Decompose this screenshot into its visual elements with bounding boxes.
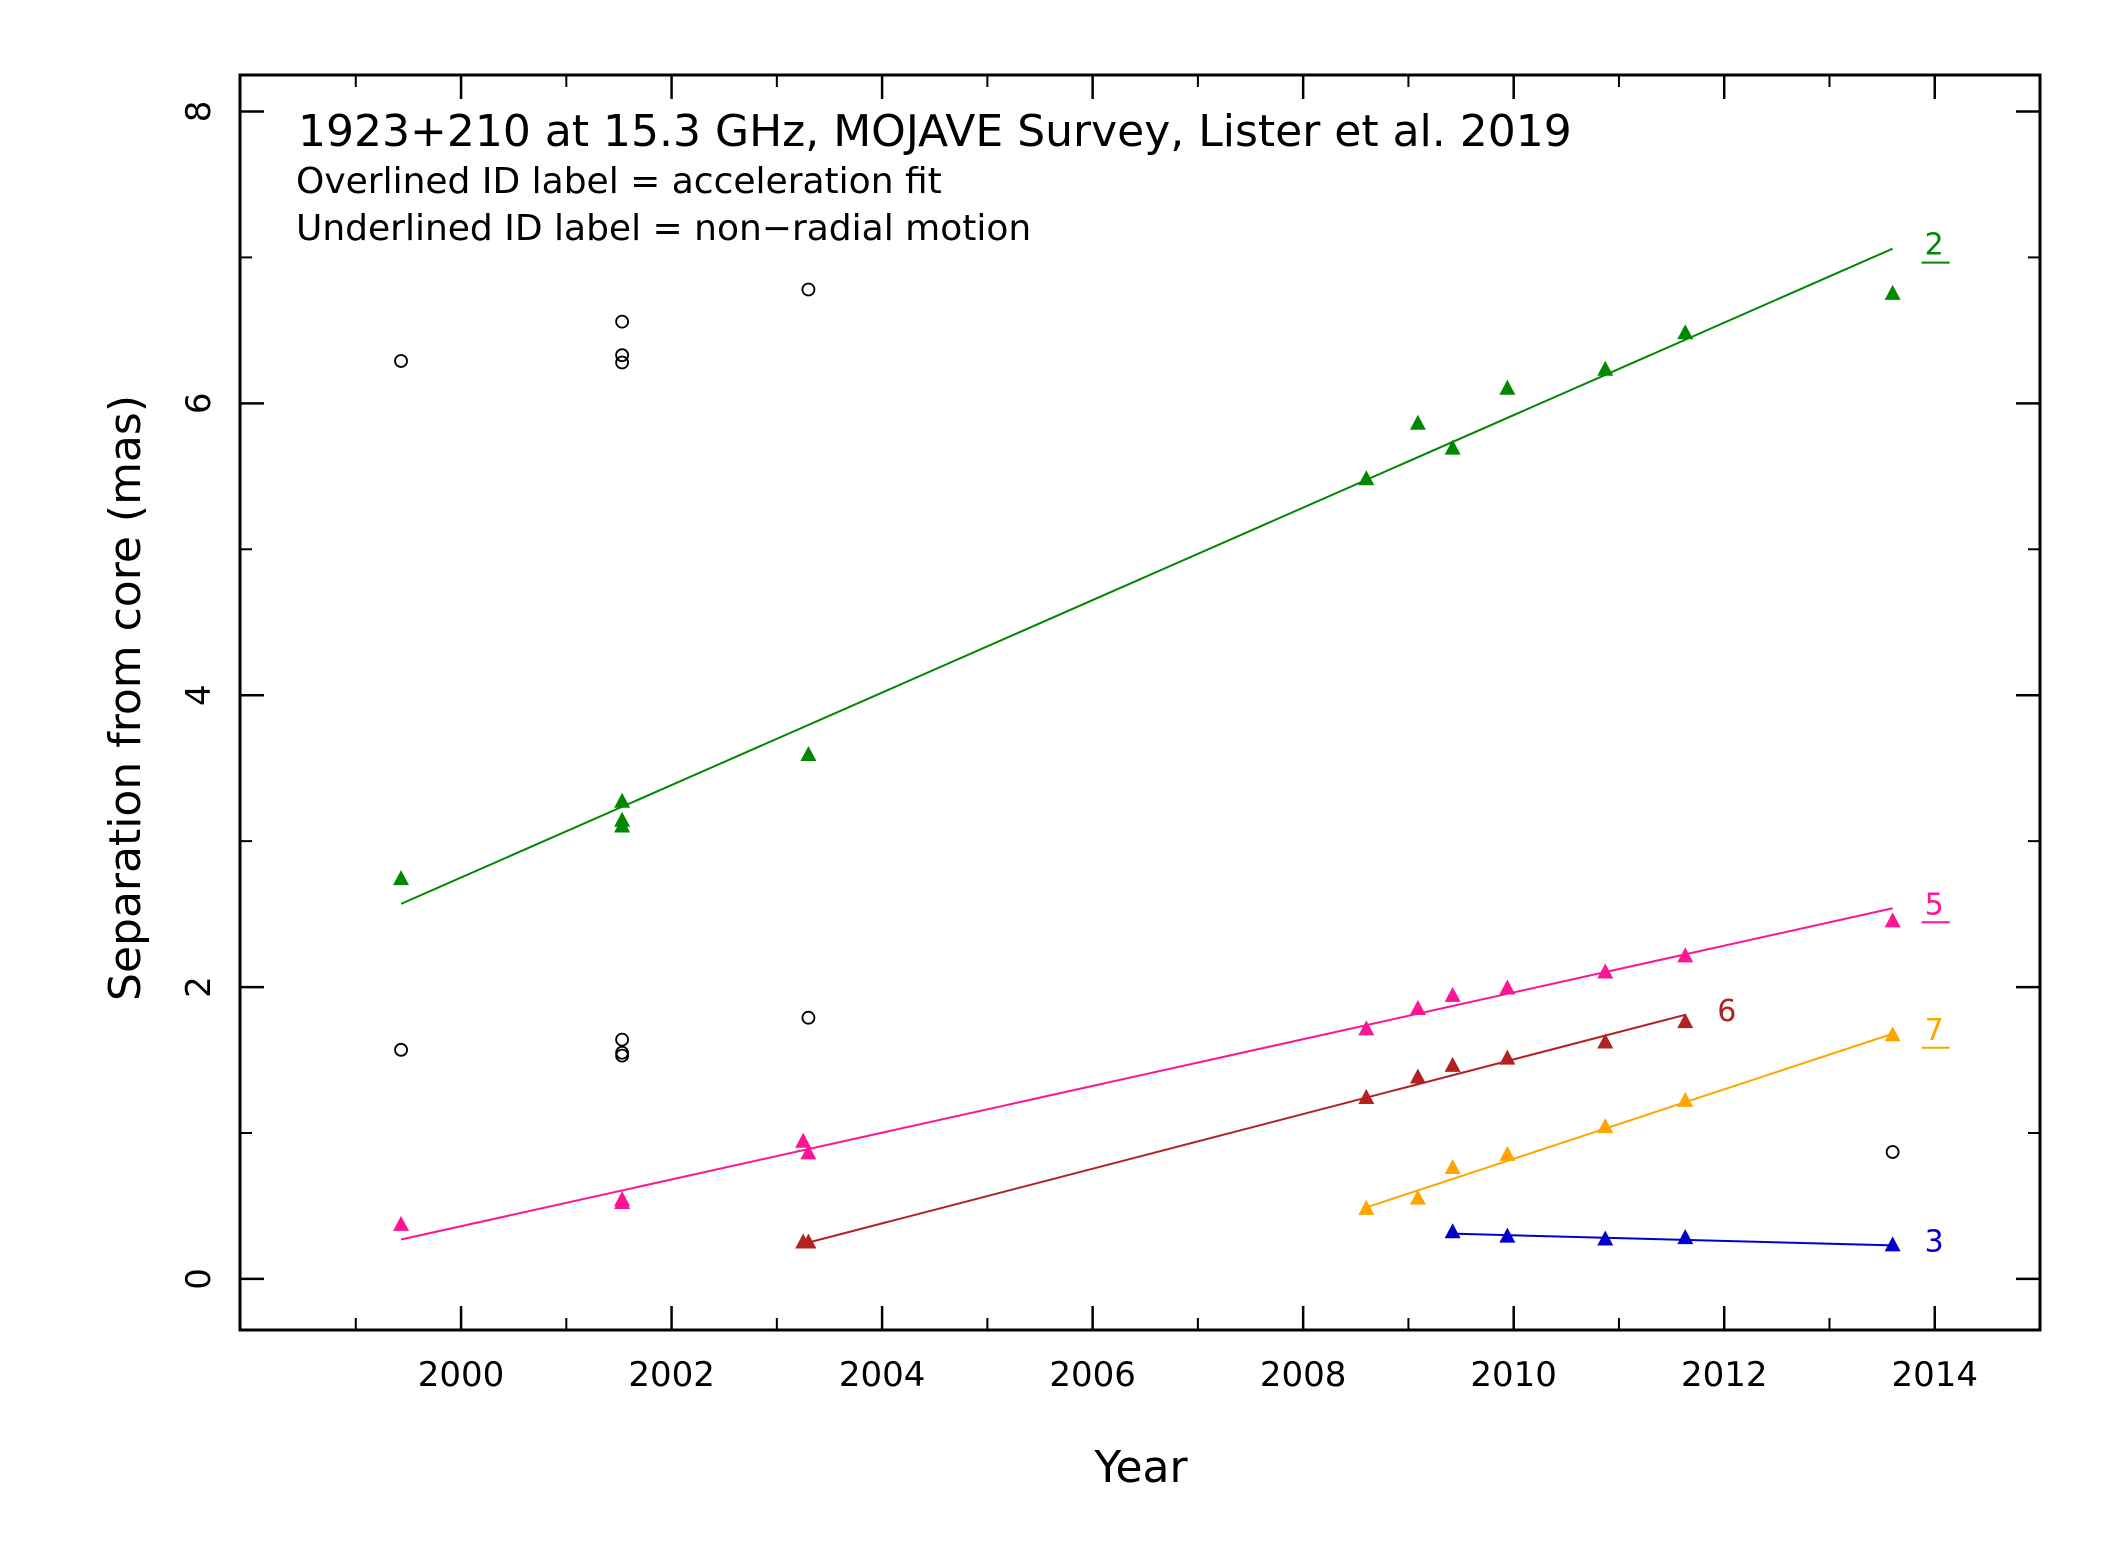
- y-axis-ticks: 0 2 4 6 8: [179, 101, 2040, 1290]
- x-tick-label: 2012: [1681, 1355, 1768, 1395]
- fit-line-6: [802, 1013, 1686, 1245]
- note-non-radial-motion: Underlined ID label = non−radial motion: [296, 208, 1031, 249]
- marker-component-6: [1677, 1013, 1694, 1029]
- data-markers: [393, 282, 1901, 1252]
- marker-component-7: [1358, 1199, 1375, 1215]
- chart-title: 1923+210 at 15.3 GHz, MOJAVE Survey, Lis…: [298, 106, 1572, 157]
- fit-line-7: [1366, 1032, 1893, 1209]
- marker-component-7: [1677, 1091, 1694, 1107]
- marker-component-2: [1499, 379, 1516, 395]
- marker-component-2: [1409, 414, 1426, 430]
- fit-line-2: [400, 247, 1894, 905]
- y-tick-label: 6: [179, 393, 219, 415]
- note-acceleration-fit: Overlined ID label = acceleration fit: [296, 161, 942, 202]
- marker-component-3: [1499, 1227, 1516, 1243]
- marker-component-3: [1444, 1223, 1461, 1239]
- y-tick-label: 0: [179, 1268, 219, 1290]
- x-tick-label: 2000: [418, 1355, 505, 1395]
- marker-component-6: [1597, 1033, 1614, 1049]
- marker-component-3: [1677, 1229, 1694, 1245]
- marker-unidentified: [615, 1032, 630, 1047]
- marker-component-5: [1884, 912, 1901, 928]
- y-tick-label: 2: [179, 976, 219, 998]
- series-label-2: 2: [1925, 228, 1944, 263]
- x-tick-label: 2008: [1260, 1355, 1347, 1395]
- marker-unidentified: [1885, 1145, 1900, 1159]
- x-tick-label: 2010: [1470, 1355, 1557, 1395]
- marker-unidentified: [615, 348, 630, 363]
- marker-component-6: [1444, 1056, 1461, 1072]
- fit-line-3: [1452, 1232, 1893, 1247]
- x-tick-label: 2014: [1891, 1355, 1978, 1395]
- marker-component-7: [1884, 1026, 1901, 1042]
- fit-lines: [400, 247, 1894, 1247]
- marker-unidentified: [394, 1042, 408, 1057]
- fit-line-5: [400, 907, 1893, 1241]
- marker-component-3: [1884, 1236, 1901, 1252]
- marker-component-7: [1499, 1145, 1516, 1161]
- marker-component-5: [1597, 963, 1614, 979]
- y-tick-label: 4: [179, 684, 219, 706]
- y-tick-label: 8: [179, 101, 219, 123]
- marker-component-7: [1409, 1189, 1426, 1205]
- marker-component-2: [1884, 284, 1901, 300]
- marker-component-7: [1597, 1118, 1614, 1134]
- series-label-6: 6: [1717, 994, 1736, 1029]
- marker-component-5: [795, 1132, 812, 1148]
- marker-component-6: [800, 1233, 817, 1249]
- marker-component-5: [1409, 999, 1426, 1015]
- marker-component-6: [1358, 1088, 1375, 1104]
- marker-component-5: [393, 1215, 410, 1231]
- marker-unidentified: [801, 282, 816, 297]
- x-tick-label: 2002: [628, 1355, 715, 1395]
- series-label-5: 5: [1925, 887, 1944, 922]
- marker-component-7: [1444, 1159, 1461, 1175]
- x-axis-ticks: 2000 2002 2004 2006 2008 2010 2012 2014: [354, 75, 2041, 1395]
- x-tick-label: 2006: [1049, 1355, 1136, 1395]
- marker-component-2: [1597, 360, 1614, 376]
- marker-unidentified: [615, 314, 630, 329]
- marker-component-3: [1597, 1230, 1614, 1246]
- marker-unidentified: [615, 1048, 630, 1063]
- series-labels: 2 5 6 7 3: [1717, 228, 1950, 1259]
- marker-component-2: [614, 817, 631, 833]
- marker-unidentified: [394, 354, 408, 368]
- marker-unidentified: [801, 1010, 816, 1025]
- marker-component-5: [614, 1194, 631, 1210]
- marker-component-5: [1677, 947, 1694, 963]
- x-tick-label: 2004: [839, 1355, 926, 1395]
- y-axis-title: Separation from core (mas): [100, 395, 151, 1001]
- marker-component-2: [614, 792, 631, 808]
- marker-component-5: [1358, 1020, 1375, 1036]
- marker-component-2: [393, 870, 410, 886]
- marker-component-5: [1499, 979, 1516, 995]
- marker-component-2: [1677, 324, 1694, 340]
- x-axis-title: Year: [1093, 1442, 1188, 1493]
- plot-frame: [238, 73, 2042, 1332]
- marker-component-2: [800, 746, 817, 762]
- marker-component-6: [1499, 1049, 1516, 1065]
- series-label-7: 7: [1925, 1013, 1944, 1048]
- marker-component-2: [1444, 439, 1461, 455]
- marker-component-5: [800, 1144, 817, 1160]
- marker-component-5: [1444, 986, 1461, 1002]
- series-label-3: 3: [1925, 1224, 1944, 1259]
- marker-unidentified: [615, 355, 630, 370]
- marker-component-2: [1358, 470, 1375, 486]
- marker-component-6: [1409, 1068, 1426, 1084]
